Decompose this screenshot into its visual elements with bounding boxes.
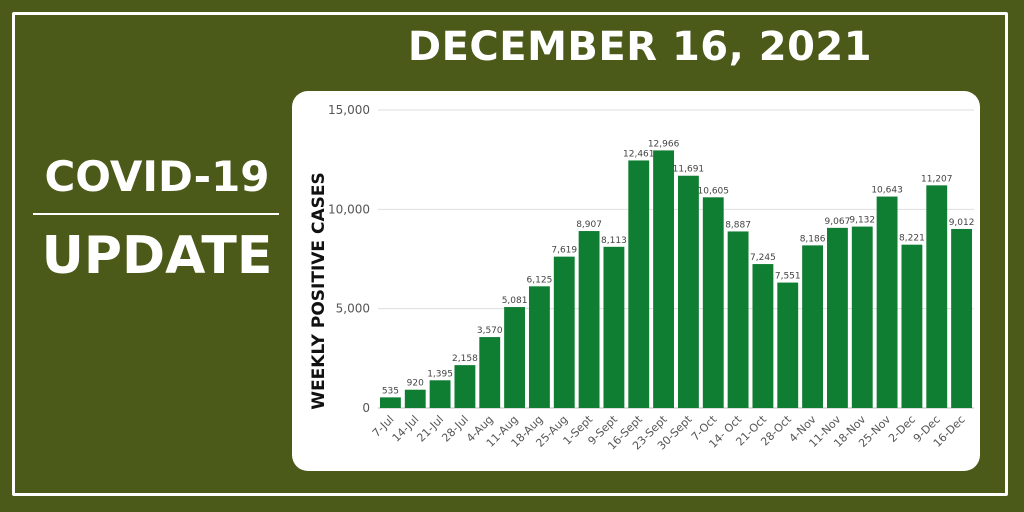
data-label: 9,012 [949, 218, 975, 228]
data-label: 8,186 [800, 234, 826, 244]
chart-card: 0 5,000 10,000 15,000 535 920 1,395 2,158 3,570… [292, 91, 980, 471]
data-label: 7,619 [551, 246, 577, 256]
bar [553, 256, 575, 408]
bar [926, 185, 948, 408]
bar [479, 337, 501, 408]
bar [429, 380, 451, 408]
y-tick-label: 0 [362, 401, 370, 415]
bar [677, 175, 699, 408]
page-title: DECEMBER 16, 2021 [407, 24, 873, 70]
data-label: 6,125 [527, 275, 553, 285]
bar [727, 231, 749, 408]
data-label: 8,113 [601, 236, 627, 246]
bar [702, 197, 724, 408]
x-tick-label: 28-Jul [439, 413, 471, 445]
gridlines [378, 109, 974, 409]
bar [603, 246, 625, 408]
data-label: 3,570 [477, 326, 503, 336]
bar [851, 226, 873, 408]
data-label: 535 [382, 386, 399, 396]
y-axis-label: WEEKLY POSITIVE CASES [309, 172, 329, 409]
data-label: 12,461 [623, 149, 655, 159]
data-label: 8,221 [899, 234, 925, 244]
data-label: 2,158 [452, 354, 478, 364]
data-label: 7,245 [750, 253, 776, 263]
bar [628, 160, 650, 408]
x-axis-ticks: 7-Jul14-Jul21-Jul28-Jul4-Aug11-Aug18-Aug… [370, 412, 968, 452]
side-heading-covid: COVID-19 [44, 152, 270, 201]
data-label: 11,207 [921, 174, 953, 184]
y-tick-label: 5,000 [336, 302, 370, 316]
bar [528, 286, 550, 408]
data-label: 11,691 [673, 165, 705, 175]
bar [379, 397, 401, 408]
x-tick-label: 14-Jul [390, 413, 422, 445]
bar [901, 244, 923, 408]
y-tick-label: 15,000 [328, 103, 370, 117]
data-label: 7,551 [775, 272, 801, 282]
side-heading-update: UPDATE [41, 226, 273, 286]
bar [578, 231, 600, 408]
bar [653, 150, 675, 408]
data-label: 9,067 [825, 217, 851, 227]
data-label: 9,132 [849, 216, 875, 226]
data-label: 8,887 [725, 220, 751, 230]
data-label: 5,081 [502, 296, 528, 306]
y-axis-ticks: 0 5,000 10,000 15,000 [328, 103, 370, 415]
bar [951, 228, 973, 408]
bars [379, 150, 973, 408]
data-label: 8,907 [576, 220, 602, 230]
bar [752, 264, 774, 408]
bar [876, 196, 898, 408]
data-label: 12,966 [648, 139, 680, 149]
data-label: 920 [407, 379, 424, 389]
bar [802, 245, 824, 408]
data-label: 1,395 [427, 369, 453, 379]
outer-frame [12, 12, 1008, 496]
bar [504, 307, 526, 408]
bar [404, 389, 426, 408]
data-label: 10,643 [871, 186, 903, 196]
side-divider [33, 213, 279, 215]
y-tick-label: 10,000 [328, 202, 370, 216]
bar [826, 227, 848, 408]
bar [454, 365, 476, 408]
bar [777, 282, 799, 408]
x-tick-label: 21-Jul [414, 413, 446, 445]
x-tick-label: 2-Dec [886, 413, 918, 445]
data-label: 10,605 [698, 186, 730, 196]
